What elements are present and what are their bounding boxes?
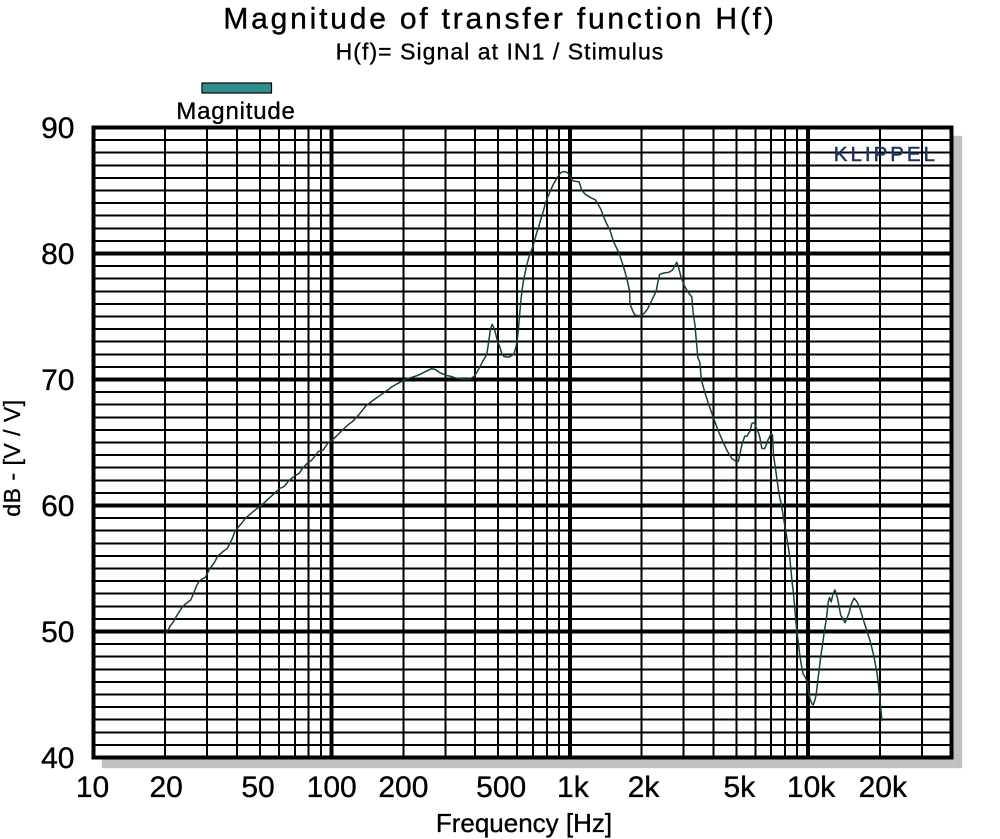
svg-text:50: 50	[41, 616, 74, 649]
svg-text:10: 10	[76, 771, 109, 804]
svg-text:dB - [V / V]: dB - [V / V]	[0, 399, 25, 516]
svg-text:Magnitude: Magnitude	[176, 98, 295, 125]
svg-text:70: 70	[41, 364, 74, 397]
svg-text:KLIPPEL: KLIPPEL	[834, 143, 938, 166]
svg-text:H(f)= Signal at IN1 / Stimulus: H(f)= Signal at IN1 / Stimulus	[336, 39, 665, 65]
svg-text:Frequency [Hz]: Frequency [Hz]	[436, 808, 612, 838]
svg-text:20k: 20k	[859, 771, 908, 804]
svg-text:200: 200	[378, 771, 428, 804]
svg-text:Magnitude of transfer function: Magnitude of transfer function H(f)	[223, 3, 776, 36]
svg-text:500: 500	[476, 771, 526, 804]
svg-text:20: 20	[150, 771, 183, 804]
svg-text:90: 90	[41, 112, 74, 145]
svg-text:2k: 2k	[628, 771, 661, 804]
svg-text:40: 40	[41, 742, 74, 775]
svg-text:10k: 10k	[787, 771, 836, 804]
svg-text:50: 50	[241, 771, 274, 804]
svg-text:100: 100	[307, 771, 357, 804]
svg-text:80: 80	[41, 238, 74, 271]
svg-text:5k: 5k	[724, 771, 757, 804]
svg-text:1k: 1k	[557, 771, 590, 804]
svg-text:60: 60	[41, 490, 74, 523]
